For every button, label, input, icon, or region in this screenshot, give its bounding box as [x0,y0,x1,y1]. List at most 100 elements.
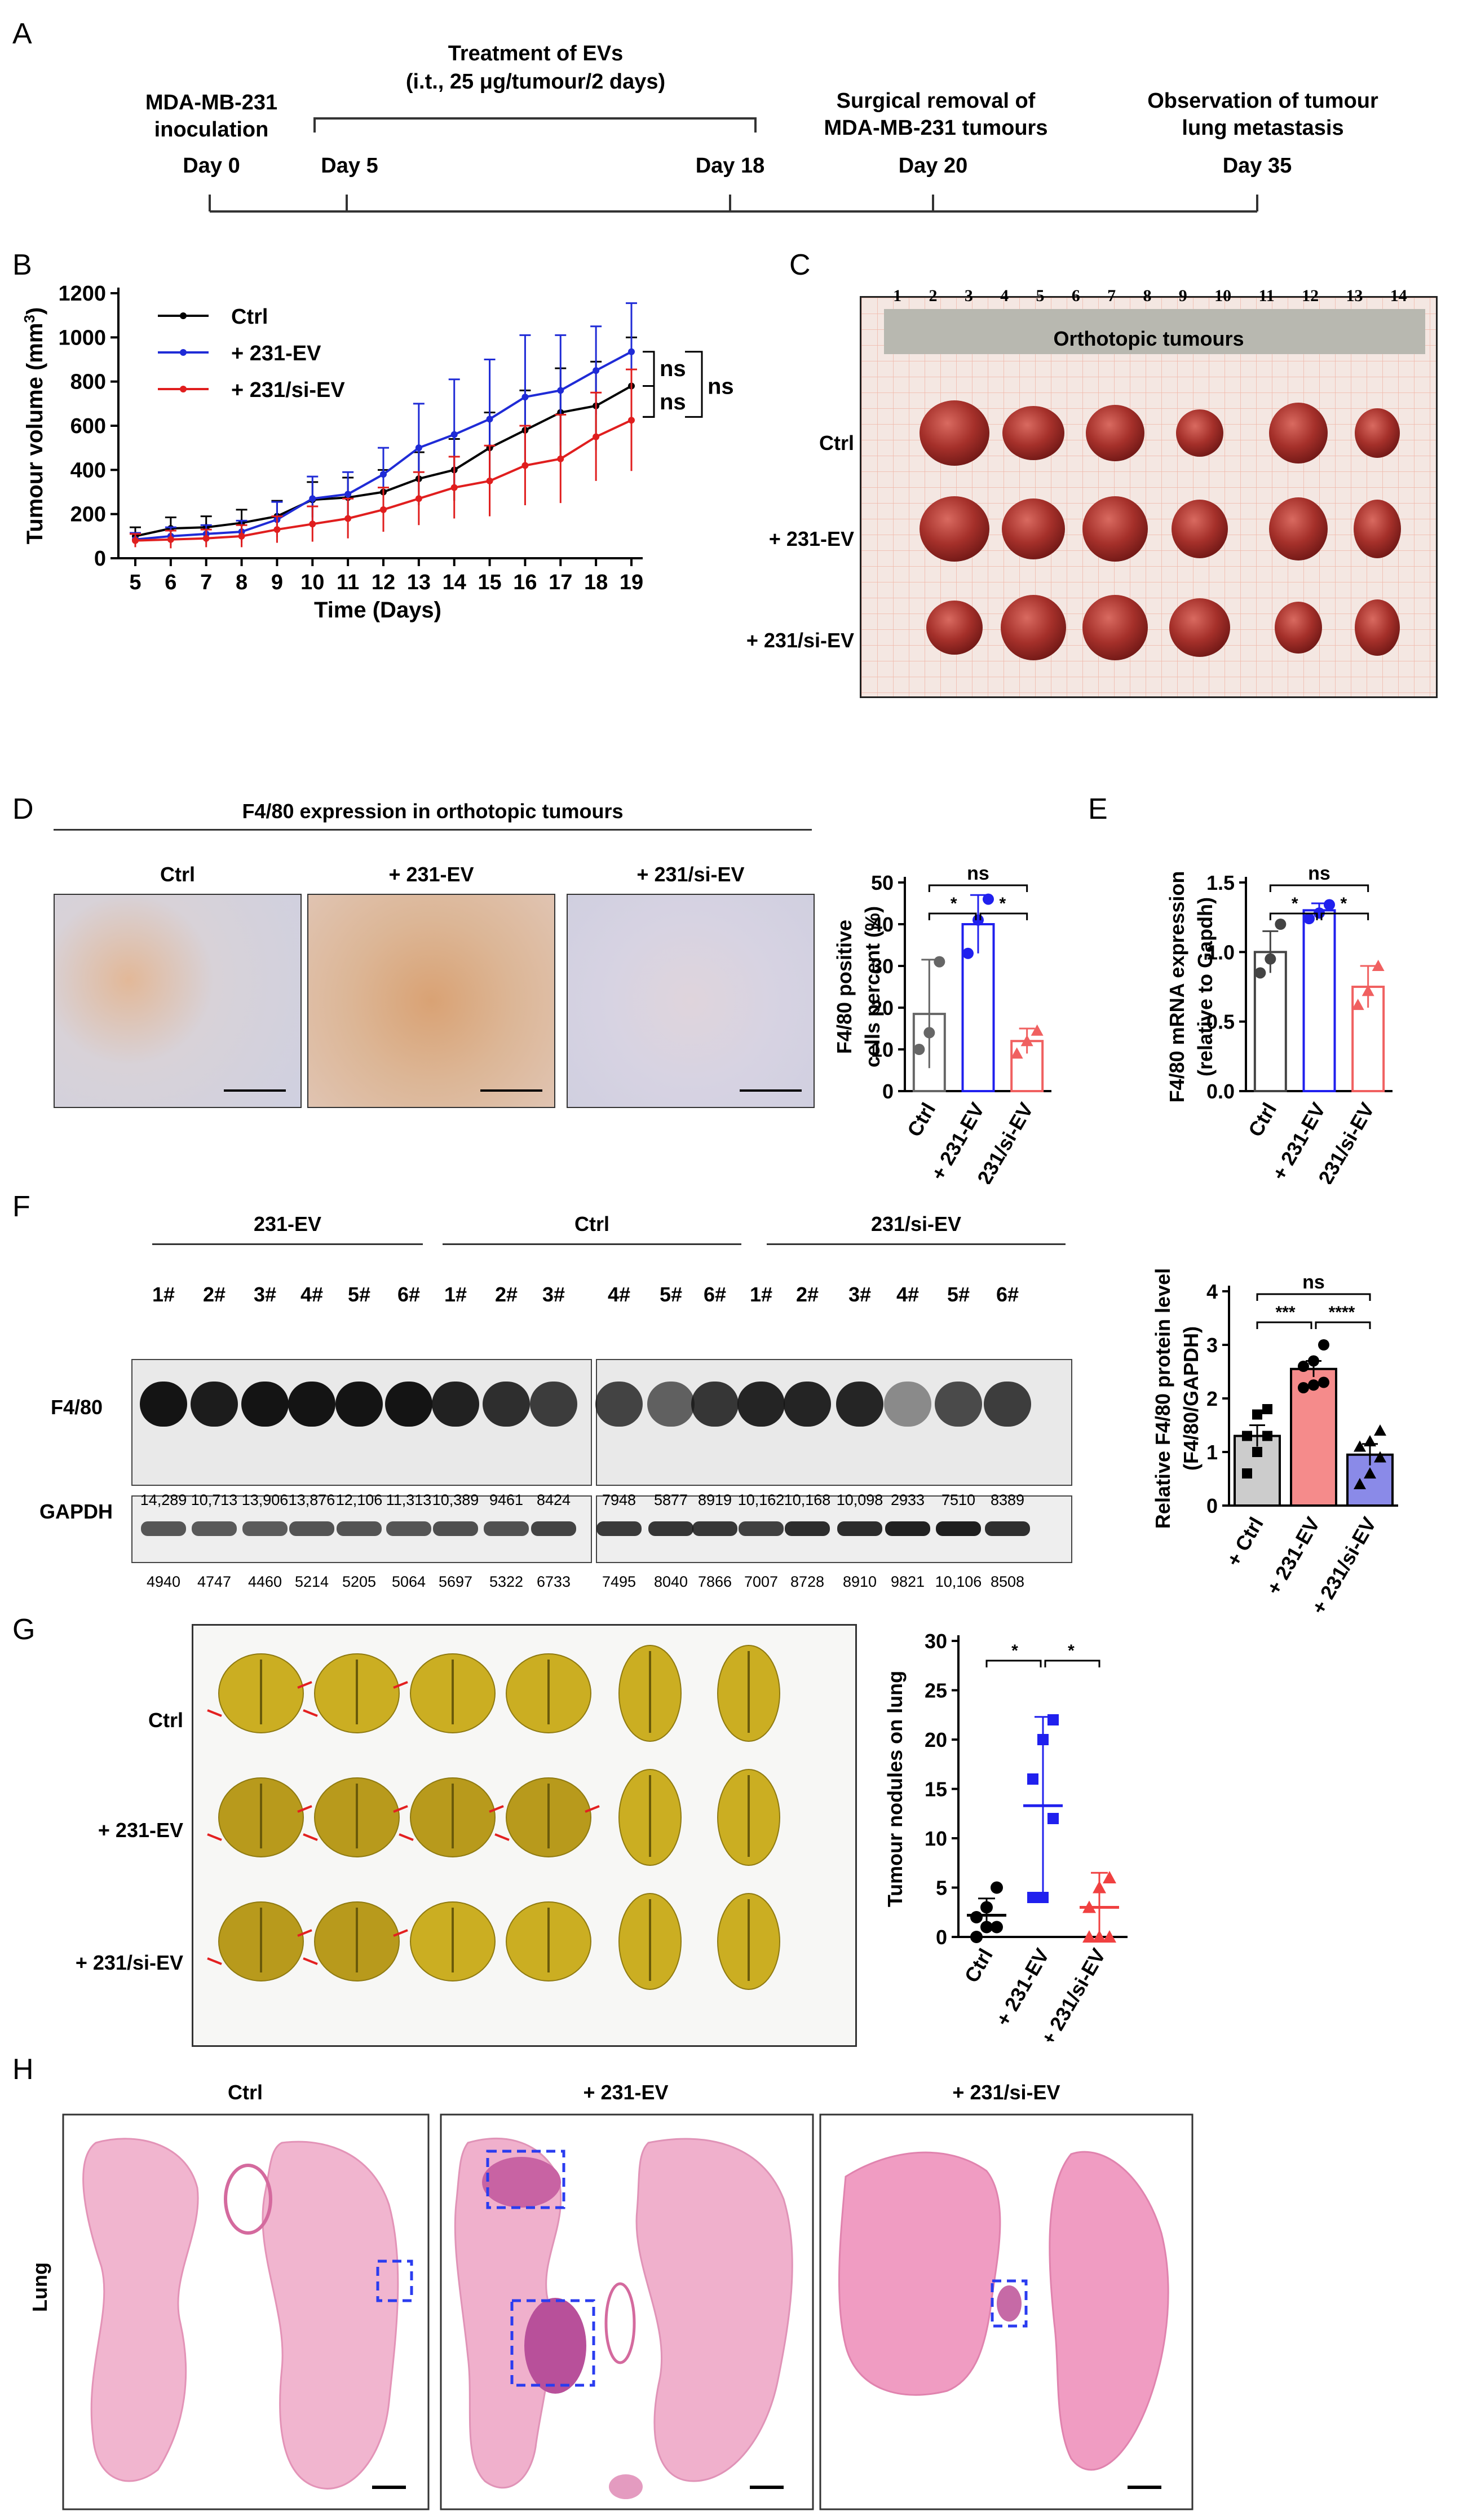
he-lobe [635,2138,793,2482]
x-tick-label: 19 [620,571,643,594]
ruler-tick-label: 4 [1000,286,1009,305]
sig-label: ns [708,374,734,399]
data-point [970,1911,983,1923]
inoculation-title-line2: inoculation [154,118,269,142]
lane-label: 2# [494,1283,518,1306]
gapdh-band [484,1521,529,1536]
x-tick-label: 5 [129,571,141,594]
data-point [1103,1930,1116,1943]
y-axis-title: (relative to Gapdh) [1193,897,1217,1076]
gapdh-band-value: 5205 [342,1573,377,1590]
f480-band-value: 13,876 [288,1491,335,1508]
nodule-arrow [297,1929,312,1937]
row-label-231ev: + 231-EV [768,527,854,550]
legend-marker [180,349,187,356]
nodule-arrow [489,1805,504,1813]
gapdh-band [433,1521,478,1536]
y-tick-label: 2 [1206,1387,1218,1410]
data-point [521,394,529,401]
y-tick-label: 4 [1206,1280,1218,1303]
x-tick-label: 18 [584,571,608,594]
data-point [1027,1773,1038,1785]
sig-label: ns [1308,863,1330,884]
y-tick-label: 400 [70,458,106,482]
sig-label: * [1068,1641,1075,1660]
nodule-arrow [393,1805,408,1813]
data-point [1362,985,1374,996]
sig-label: * [999,894,1006,913]
tumour-specimen [1172,500,1228,558]
data-point [202,535,210,542]
gapdh-band-value: 5322 [489,1573,524,1590]
lane-label: 6# [397,1283,421,1306]
nodule-arrow [494,1833,510,1841]
ruler-tick-label: 11 [1258,286,1275,305]
f480-band-value: 10,168 [784,1491,831,1508]
sig-bracket [1256,1321,1312,1329]
tumour-specimen [1176,409,1223,457]
y-tick-label: 10 [925,1827,947,1850]
data-point [628,348,635,355]
legend-label: + 231/si-EV [231,378,345,402]
he-lobe [1049,2151,1169,2471]
he-roi-box [510,2299,595,2387]
he-vessel [224,2164,272,2235]
lane-label: 6# [703,1283,727,1306]
day5-label: Day 5 [321,154,378,178]
blot-row-gapdh: GAPDH [39,1500,113,1523]
f480-band [691,1382,739,1427]
gapdh-band [337,1521,382,1536]
ihc-title-underline [54,829,812,831]
data-point [628,417,635,424]
y-tick-label: 40 [871,913,894,936]
nodule-arrow [207,1957,222,1965]
data-point [1047,1714,1059,1725]
sig-label: *** [1275,1303,1295,1322]
sig-bracket [643,385,655,418]
f480-band [385,1382,432,1427]
f480-band [595,1382,643,1427]
legend-marker [180,312,187,319]
f480-band [288,1382,335,1427]
lane-label: 1# [152,1283,175,1306]
ruler-tick-label: 10 [1214,286,1232,305]
data-point [1303,913,1315,925]
gapdh-band-value: 5064 [391,1573,426,1590]
observation-title: Observation of tumour lung metastasis [1122,87,1404,142]
ruler-tick-label: 3 [964,286,973,305]
he-lobe [838,2151,1001,2396]
f480-band-value: 10,162 [737,1491,785,1508]
he-scale-bar [1128,2486,1161,2489]
he-roi-box [486,2150,565,2209]
data-point [1308,1355,1319,1367]
lane-label: 5# [947,1283,970,1306]
f480-band-value: 2933 [890,1491,925,1508]
x-tick-label: 6 [165,571,176,594]
gapdh-band [386,1521,431,1536]
lane-label: 3# [848,1283,872,1306]
he-label-ctrl: Ctrl [228,2081,263,2104]
ruler-tick-label: 12 [1302,286,1319,305]
gapdh-band-value: 4747 [197,1573,232,1590]
data-point [1027,1892,1038,1903]
observation-title-line1: Observation of tumour [1147,89,1378,113]
he-vessel [604,2282,636,2364]
blot-group-line [152,1243,423,1245]
tumour-specimen [1355,599,1400,656]
gapdh-band-value: 8910 [842,1573,877,1590]
sig-bracket [1315,1321,1371,1329]
legend-label: Ctrl [231,305,268,329]
f480-band [737,1382,785,1427]
gapdh-band [837,1521,882,1536]
gapdh-band-value: 8728 [790,1573,825,1590]
inoculation-title: MDA-MB-231 inoculation [130,89,293,143]
data-point [1318,1339,1329,1351]
data-point [1242,1431,1252,1441]
panel-letter-b: B [12,249,32,281]
y-tick-label: 3 [1206,1334,1218,1357]
y-tick-label: 1200 [58,282,106,306]
f480-band [432,1382,479,1427]
